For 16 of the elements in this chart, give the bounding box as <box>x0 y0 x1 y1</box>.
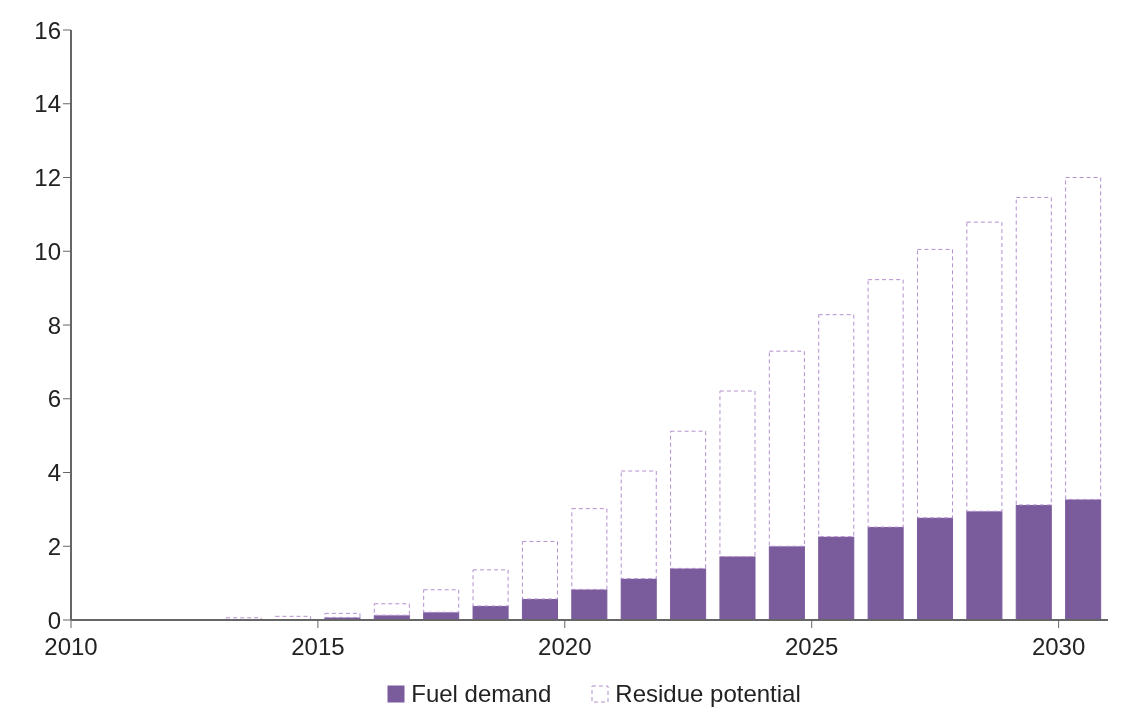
x-tick-label: 2020 <box>538 633 592 661</box>
y-tick-label: 14 <box>34 90 61 118</box>
x-tick-label: 2025 <box>785 633 839 661</box>
x-tick-label: 2015 <box>291 633 345 661</box>
y-tick-label: 10 <box>34 237 61 265</box>
legend-label: Residue potential <box>615 680 801 708</box>
y-tick-label: 12 <box>34 164 61 192</box>
y-tick-label: 2 <box>47 532 61 560</box>
y-tick-label: 16 <box>34 16 61 44</box>
x-tick-label: 2030 <box>1031 633 1086 661</box>
y-tick-label: 6 <box>47 385 61 413</box>
y-tick-label: 8 <box>47 311 61 339</box>
y-tick-label: 0 <box>47 606 61 634</box>
legend-label: Fuel demand <box>411 680 552 708</box>
y-tick-label: 4 <box>47 459 61 487</box>
x-tick-label: 2010 <box>44 633 98 661</box>
